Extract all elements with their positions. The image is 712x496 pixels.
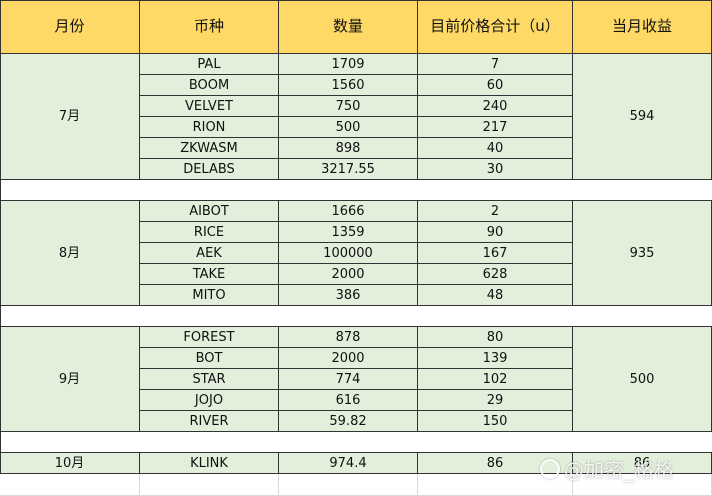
coin-cell[interactable]: PAL (140, 54, 279, 75)
quantity-cell[interactable]: 1359 (279, 222, 418, 243)
quantity-cell[interactable]: 878 (279, 327, 418, 348)
month-cell[interactable]: 10月 (0, 453, 140, 474)
price-total-cell[interactable]: 150 (418, 411, 573, 432)
month-cell[interactable]: 8月 (0, 201, 140, 306)
quantity-cell[interactable]: 1560 (279, 75, 418, 96)
header-month[interactable]: 月份 (0, 0, 140, 54)
quantity-cell[interactable]: 1709 (279, 54, 418, 75)
month-cell[interactable]: 9月 (0, 327, 140, 432)
price-total-cell[interactable]: 217 (418, 117, 573, 138)
coin-cell[interactable]: STAR (140, 369, 279, 390)
quantity-cell[interactable]: 974.4 (279, 453, 418, 474)
profit-cell[interactable]: 86 (573, 453, 712, 474)
coin-cell[interactable]: VELVET (140, 96, 279, 117)
quantity-cell[interactable]: 898 (279, 138, 418, 159)
empty-cell[interactable] (140, 474, 279, 496)
empty-cell[interactable] (0, 474, 140, 496)
header-qty[interactable]: 数量 (279, 0, 418, 54)
separator-row (0, 306, 712, 327)
quantity-cell[interactable]: 386 (279, 285, 418, 306)
coin-cell[interactable]: RIVER (140, 411, 279, 432)
quantity-cell[interactable]: 774 (279, 369, 418, 390)
quantity-cell[interactable]: 100000 (279, 243, 418, 264)
empty-cell[interactable] (279, 474, 418, 496)
coin-cell[interactable]: AIBOT (140, 201, 279, 222)
price-total-cell[interactable]: 139 (418, 348, 573, 369)
price-total-cell[interactable]: 167 (418, 243, 573, 264)
coin-cell[interactable]: FOREST (140, 327, 279, 348)
watermark-text: @加密_格格 (564, 458, 674, 482)
price-total-cell[interactable]: 628 (418, 264, 573, 285)
table-top-border (0, 0, 712, 1)
price-total-cell[interactable]: 86 (418, 453, 573, 474)
price-total-cell[interactable]: 7 (418, 54, 573, 75)
quantity-cell[interactable]: 2000 (279, 264, 418, 285)
header-coin[interactable]: 币种 (140, 0, 279, 54)
price-total-cell[interactable]: 60 (418, 75, 573, 96)
quantity-cell[interactable]: 500 (279, 117, 418, 138)
separator-row (0, 180, 712, 201)
coin-cell[interactable]: TAKE (140, 264, 279, 285)
month-cell[interactable]: 7月 (0, 54, 140, 180)
quantity-cell[interactable]: 1666 (279, 201, 418, 222)
quantity-cell[interactable]: 59.82 (279, 411, 418, 432)
price-total-cell[interactable]: 102 (418, 369, 573, 390)
profit-cell[interactable]: 500 (573, 327, 712, 432)
separator-row (0, 432, 712, 453)
coin-cell[interactable]: AEK (140, 243, 279, 264)
coin-cell[interactable]: MITO (140, 285, 279, 306)
coin-cell[interactable]: JOJO (140, 390, 279, 411)
watermark-logo-icon (540, 458, 560, 479)
price-total-cell[interactable]: 40 (418, 138, 573, 159)
quantity-cell[interactable]: 750 (279, 96, 418, 117)
header-profit[interactable]: 当月收益 (573, 0, 712, 54)
table-left-border (0, 0, 1, 474)
watermark: @加密_格格 (540, 454, 674, 483)
coin-cell[interactable]: KLINK (140, 453, 279, 474)
price-total-cell[interactable]: 29 (418, 390, 573, 411)
coin-cell[interactable]: BOT (140, 348, 279, 369)
quantity-cell[interactable]: 2000 (279, 348, 418, 369)
header-price[interactable]: 目前价格合计（u） (418, 0, 573, 54)
price-total-cell[interactable]: 240 (418, 96, 573, 117)
price-total-cell[interactable]: 30 (418, 159, 573, 180)
quantity-cell[interactable]: 3217.55 (279, 159, 418, 180)
price-total-cell[interactable]: 90 (418, 222, 573, 243)
coin-cell[interactable]: BOOM (140, 75, 279, 96)
coin-cell[interactable]: ZKWASM (140, 138, 279, 159)
price-total-cell[interactable]: 48 (418, 285, 573, 306)
profit-cell[interactable]: 935 (573, 201, 712, 306)
profit-cell[interactable]: 594 (573, 54, 712, 180)
coin-cell[interactable]: RICE (140, 222, 279, 243)
coin-cell[interactable]: RION (140, 117, 279, 138)
coin-cell[interactable]: DELABS (140, 159, 279, 180)
price-total-cell[interactable]: 80 (418, 327, 573, 348)
quantity-cell[interactable]: 616 (279, 390, 418, 411)
price-total-cell[interactable]: 2 (418, 201, 573, 222)
